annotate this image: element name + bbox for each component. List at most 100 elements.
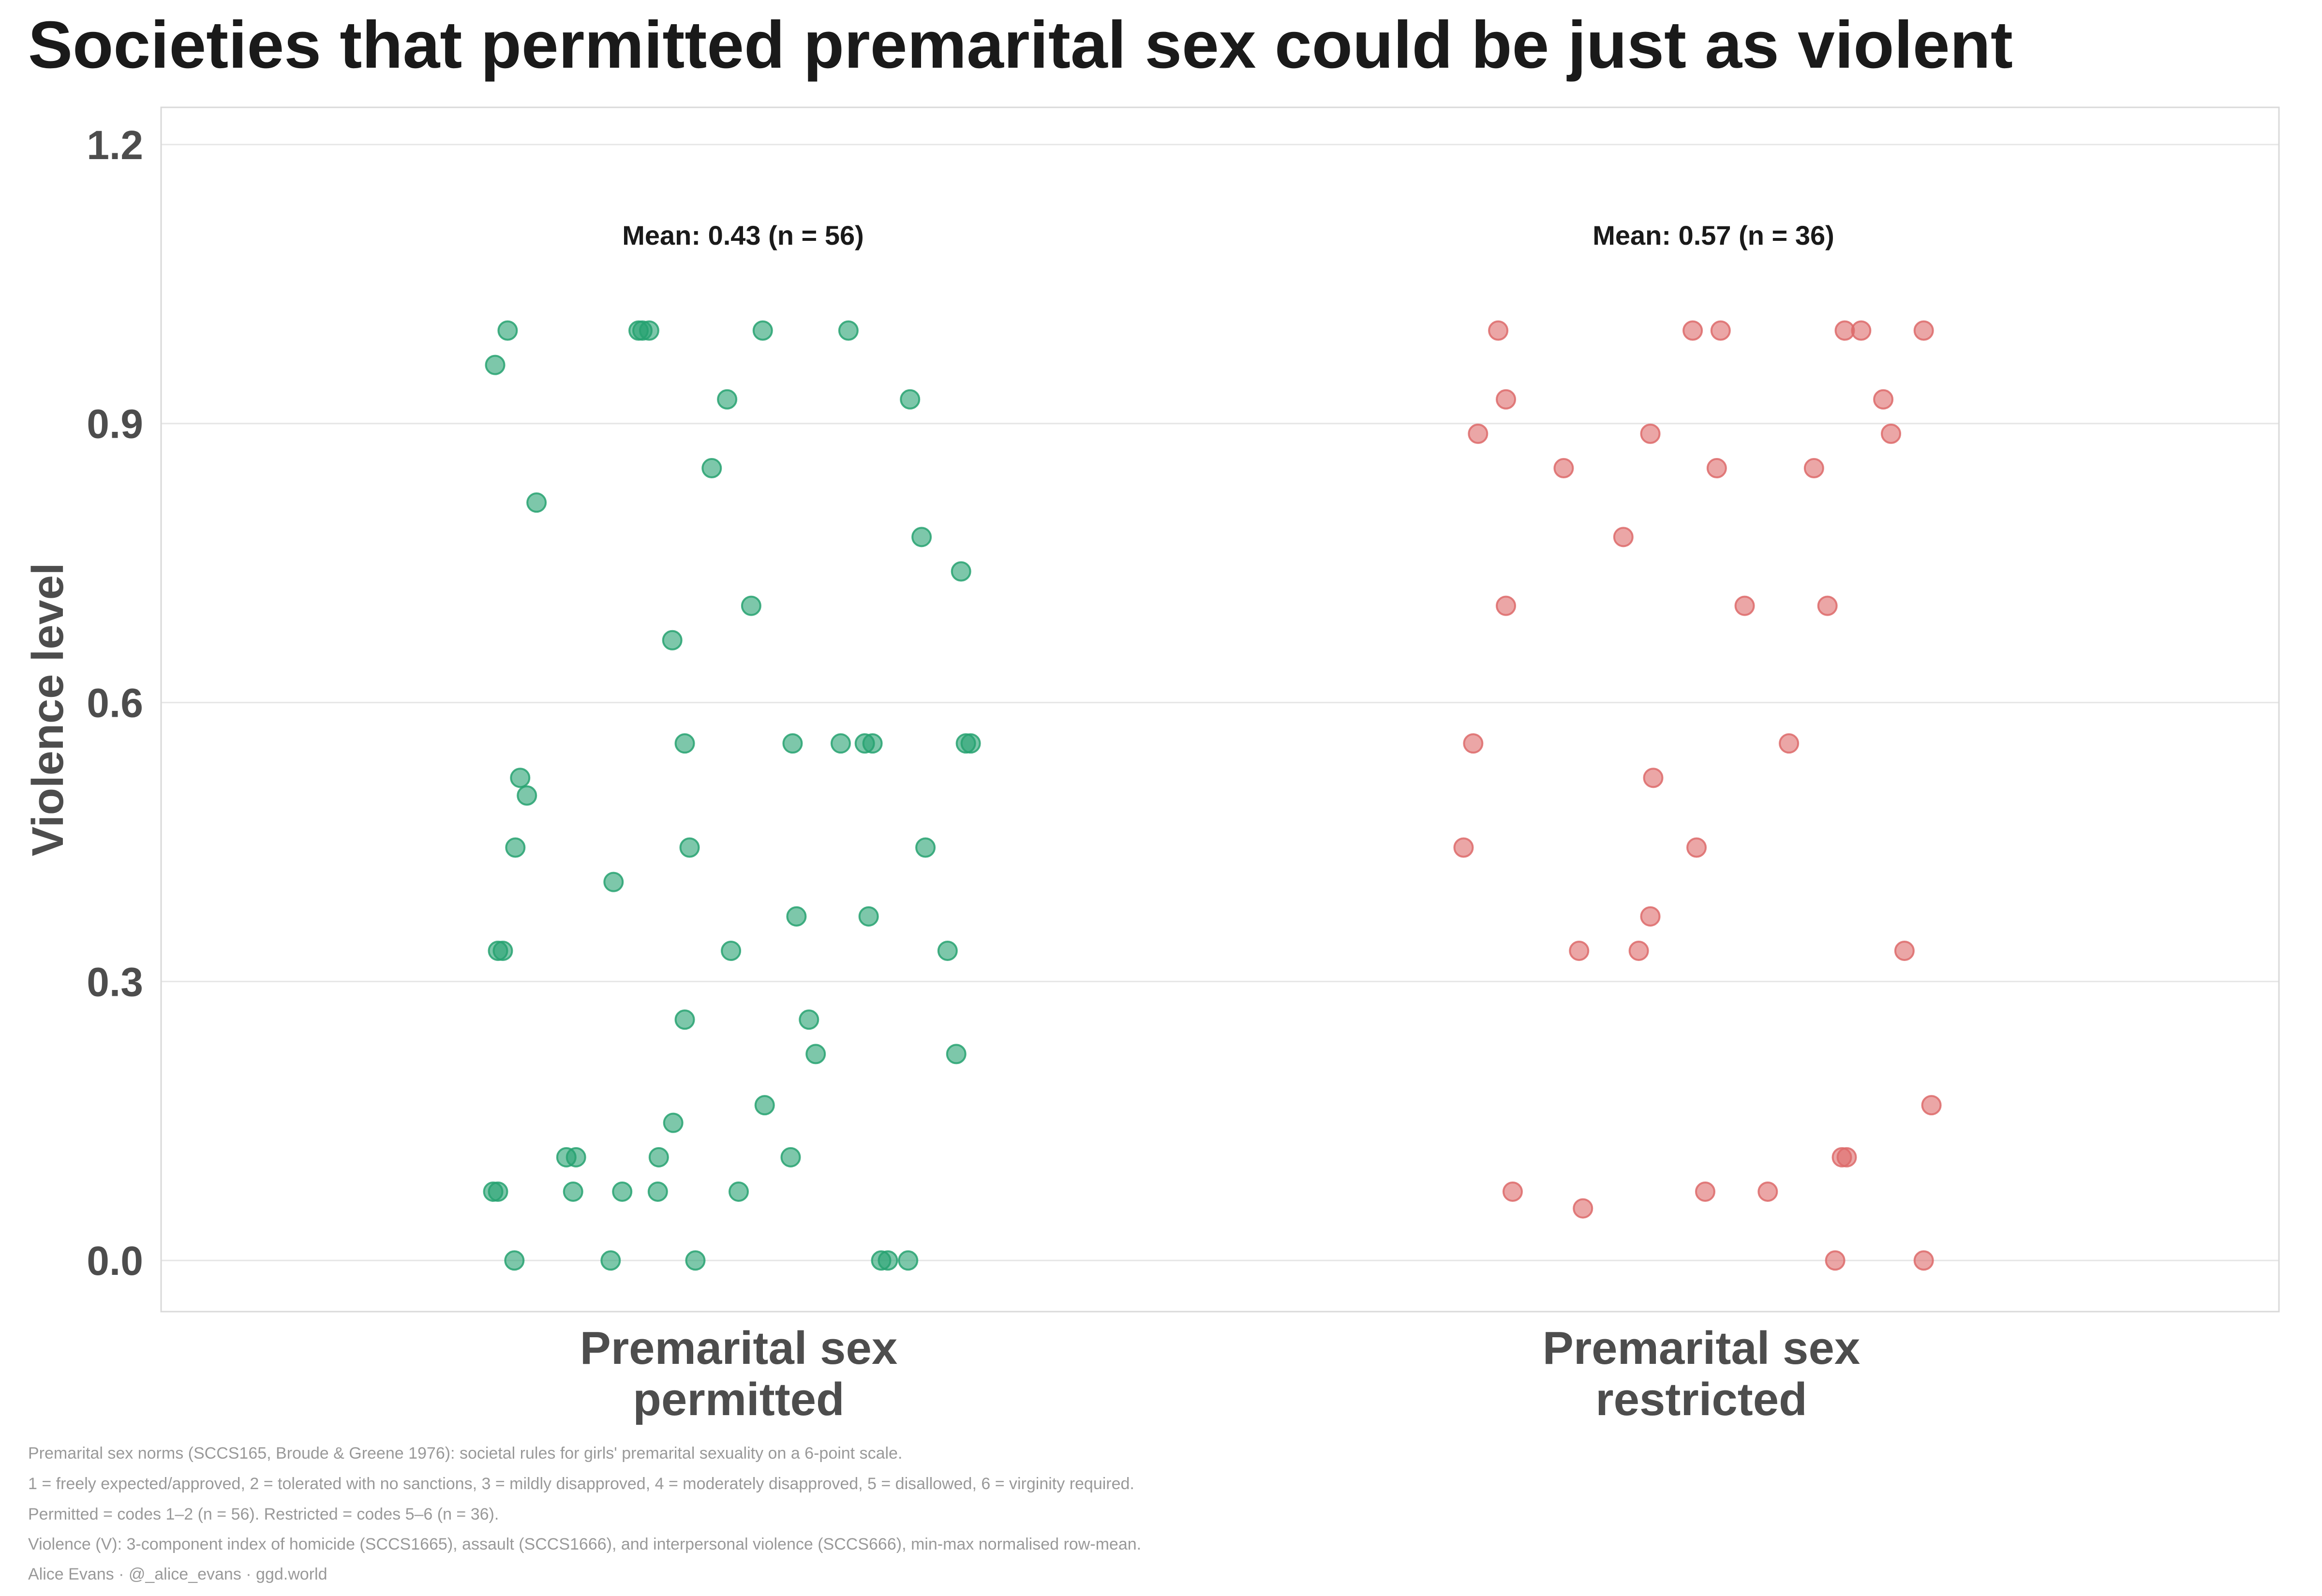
data-point — [1488, 320, 1509, 341]
data-point — [566, 1147, 586, 1167]
data-point — [1913, 1250, 1934, 1271]
data-point — [1569, 940, 1590, 961]
data-point — [648, 1147, 669, 1167]
data-point — [1851, 320, 1872, 341]
data-point — [497, 320, 518, 341]
data-point — [946, 1044, 967, 1064]
data-point — [805, 1044, 826, 1064]
chart-title: Societies that permitted premarital sex … — [28, 8, 2013, 82]
data-point — [799, 1009, 819, 1030]
data-point — [1757, 1181, 1778, 1202]
data-point — [951, 561, 971, 582]
data-point — [663, 1112, 684, 1133]
data-point — [717, 389, 738, 410]
data-point — [1881, 423, 1902, 444]
data-point — [1640, 906, 1661, 927]
data-point — [674, 1009, 695, 1030]
data-point — [1836, 1147, 1857, 1167]
mean-annotation-restricted: Mean: 0.57 (n = 36) — [1593, 220, 1834, 251]
caption-line-4: Violence (V): 3-component index of homic… — [28, 1535, 1141, 1553]
data-point — [754, 1095, 775, 1116]
data-point — [701, 458, 722, 479]
data-point — [721, 940, 742, 961]
data-point — [1496, 595, 1517, 616]
data-point — [1502, 1181, 1523, 1202]
data-point — [1573, 1198, 1593, 1219]
data-point — [639, 320, 659, 341]
data-point — [685, 1250, 706, 1271]
data-point — [1734, 595, 1755, 616]
data-point — [1817, 595, 1838, 616]
data-point — [752, 320, 773, 341]
y-tick-label: 0.3 — [87, 959, 143, 1005]
data-point — [1825, 1250, 1846, 1271]
caption-line-1: Premarital sex norms (SCCS165, Broude & … — [28, 1444, 902, 1463]
caption: Premarital sex norms (SCCS165, Broude & … — [28, 1444, 1141, 1583]
y-tick-label: 0.9 — [87, 401, 143, 447]
data-point — [563, 1181, 583, 1202]
y-axis-label: Violence level — [23, 563, 73, 857]
data-point — [780, 1147, 801, 1167]
data-point — [1643, 768, 1664, 788]
data-point — [510, 768, 531, 788]
data-point — [911, 527, 932, 547]
data-point — [674, 733, 695, 754]
data-point — [492, 940, 513, 961]
data-point — [488, 1181, 508, 1202]
caption-line-2: 1 = freely expected/approved, 2 = tolera… — [28, 1475, 1134, 1493]
data-point — [1894, 940, 1915, 961]
data-point — [878, 1250, 898, 1271]
data-point — [741, 595, 761, 616]
grid — [161, 144, 2279, 1261]
data-point — [1453, 837, 1474, 858]
x-tick-label: Premarital sex restricted — [1543, 1322, 1860, 1425]
data-point — [898, 1250, 919, 1271]
y-tick-label: 0.6 — [87, 680, 143, 726]
data-point — [505, 837, 526, 858]
data-point — [1803, 458, 1824, 479]
data-point — [526, 492, 547, 513]
data-point — [960, 733, 981, 754]
x-tick-label: Premarital sex permitted — [580, 1322, 897, 1425]
data-point — [1640, 423, 1661, 444]
data-point — [729, 1181, 749, 1202]
data-point — [1468, 423, 1488, 444]
data-points — [483, 320, 1942, 1271]
data-point — [517, 785, 537, 806]
mean-annotation-permitted: Mean: 0.43 (n = 56) — [622, 220, 864, 251]
data-point — [1628, 940, 1649, 961]
caption-line-3: Permitted = codes 1–2 (n = 56). Restrict… — [28, 1505, 499, 1523]
data-point — [1706, 458, 1727, 479]
data-point — [1553, 458, 1574, 479]
y-tick-label: 1.2 — [87, 122, 143, 168]
data-point — [1921, 1095, 1942, 1116]
data-point — [1463, 733, 1484, 754]
data-point — [782, 733, 803, 754]
caption-credit: Alice Evans · @_alice_evans · ggd.world — [28, 1565, 327, 1583]
data-point — [1873, 389, 1894, 410]
data-point — [603, 872, 624, 892]
data-point — [786, 906, 807, 927]
data-point — [1779, 733, 1800, 754]
data-point — [600, 1250, 621, 1271]
data-point — [504, 1250, 525, 1271]
data-point — [830, 733, 851, 754]
data-point — [862, 733, 883, 754]
data-point — [1710, 320, 1731, 341]
y-tick-label: 0.0 — [87, 1238, 143, 1284]
data-point — [838, 320, 859, 341]
data-point — [679, 837, 700, 858]
data-point — [1695, 1181, 1715, 1202]
data-point — [1496, 389, 1517, 410]
y-axis-ticks: 0.0 0.3 0.6 0.9 1.2 — [87, 122, 143, 1284]
data-point — [900, 389, 921, 410]
data-point — [1686, 837, 1707, 858]
plot-panel — [160, 106, 2280, 1313]
data-point — [915, 837, 936, 858]
data-point — [662, 630, 683, 650]
data-point — [647, 1181, 668, 1202]
data-point — [485, 355, 506, 375]
data-point — [1682, 320, 1703, 341]
data-point — [612, 1181, 633, 1202]
